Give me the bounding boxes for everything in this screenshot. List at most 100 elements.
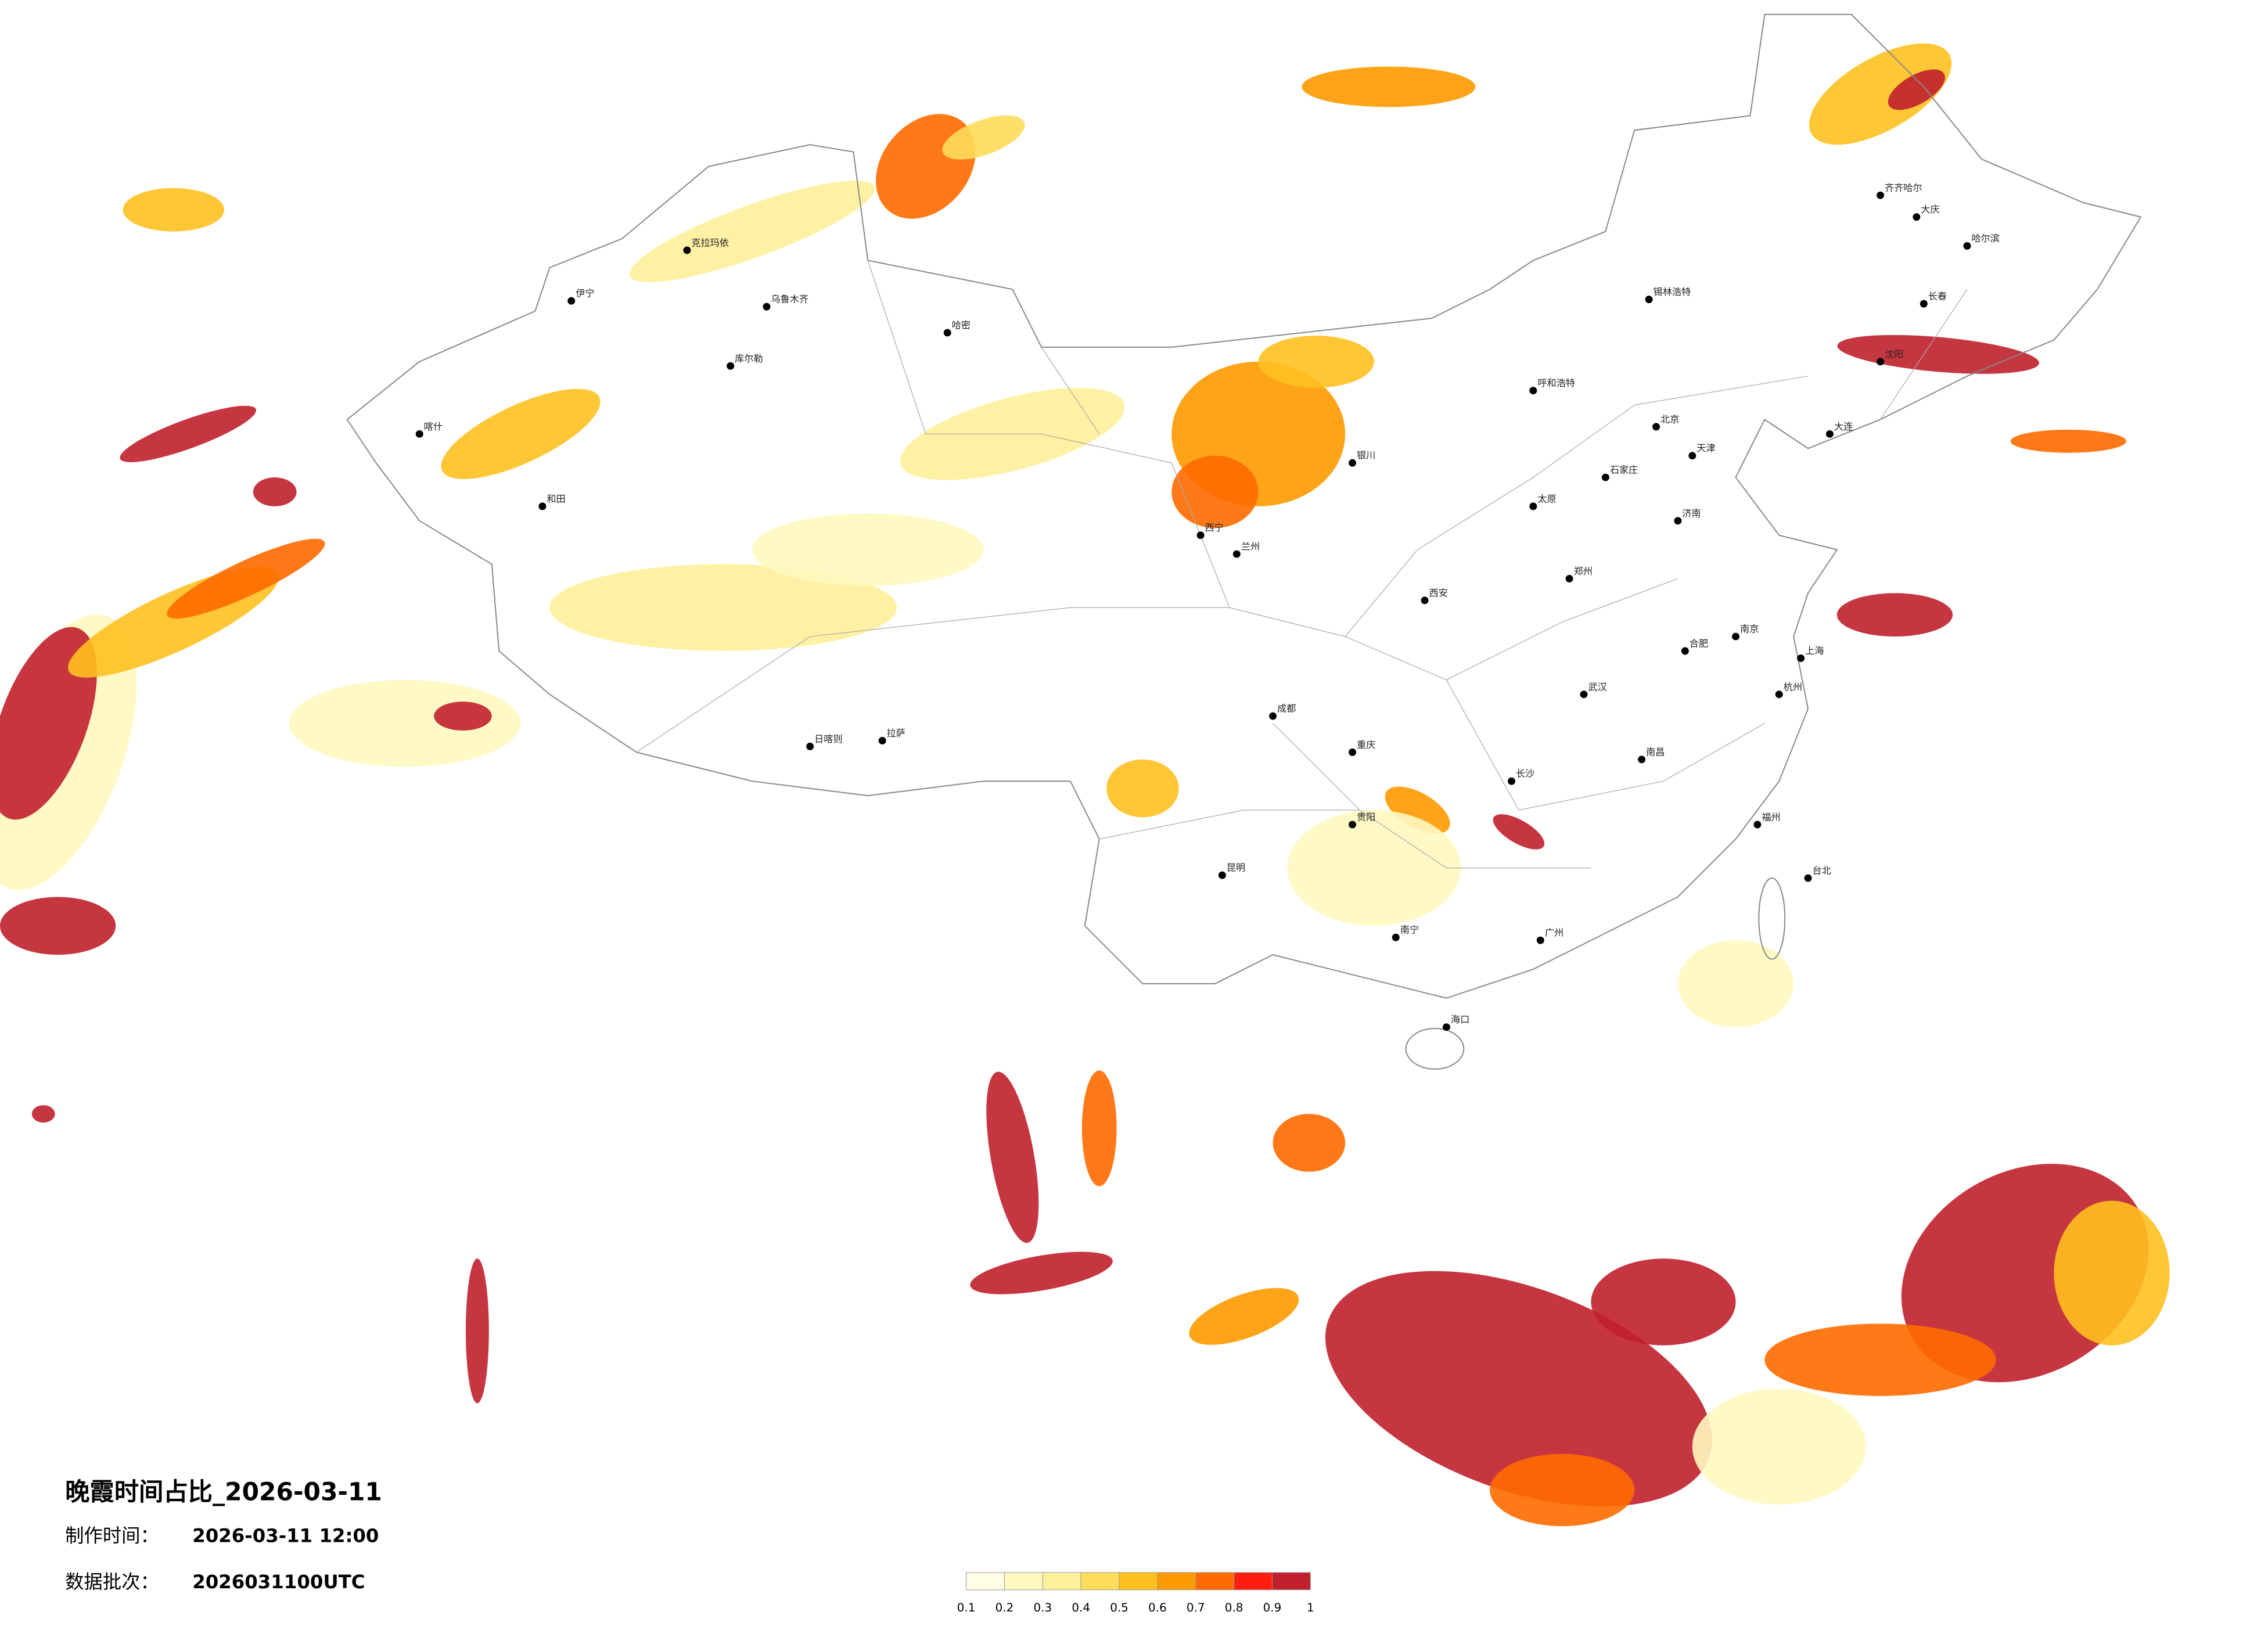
heat-patch <box>1189 1287 1299 1345</box>
city-dot <box>1638 756 1646 764</box>
city-label: 海口 <box>1451 1014 1469 1025</box>
city-dot <box>1913 213 1921 221</box>
colorbar-swatch <box>1119 1572 1158 1591</box>
china-outline <box>346 13 2142 999</box>
city-label: 太原 <box>1537 493 1556 504</box>
heat-patch <box>752 513 984 586</box>
heat-patch <box>434 702 492 731</box>
heat-patch <box>1888 69 1945 110</box>
heat-patch <box>1764 1323 1996 1396</box>
heat-patch <box>1385 786 1450 834</box>
city-dot <box>1775 690 1783 699</box>
city-dot <box>683 246 691 254</box>
city-dot <box>1529 387 1537 395</box>
city-dot <box>1508 777 1515 785</box>
city-dot <box>806 742 814 750</box>
city-label: 呼和浩特 <box>1537 377 1575 388</box>
city-label: 昆明 <box>1227 862 1245 873</box>
city-dot <box>1877 358 1885 366</box>
batch-label: 数据批次： <box>65 1571 159 1593</box>
city-dot <box>1652 423 1660 431</box>
colorbar-swatch <box>1234 1572 1273 1591</box>
heat-patch <box>2010 429 2126 453</box>
city-dot <box>1392 933 1400 941</box>
city-label: 乌鲁木齐 <box>771 294 808 305</box>
city-dot <box>1269 712 1277 720</box>
city-label: 福州 <box>1762 811 1780 822</box>
city-label: 南京 <box>1740 624 1759 635</box>
colorbar-tick-label: 0.8 <box>1225 1601 1243 1614</box>
city-dot <box>1232 550 1241 558</box>
city-label: 合肥 <box>1690 638 1708 649</box>
heat-patch <box>1273 1114 1346 1172</box>
city-label: 兰州 <box>1241 541 1260 552</box>
heat-patch <box>0 627 97 820</box>
city-label: 哈尔滨 <box>1971 233 2000 244</box>
city-label: 北京 <box>1660 413 1679 425</box>
taiwan <box>1758 877 1786 960</box>
colorbar-tick-label: 0.3 <box>1033 1601 1052 1614</box>
colorbar-tick-label: 0.6 <box>1148 1601 1167 1614</box>
heat-patch <box>167 538 325 619</box>
city-label: 齐齐哈尔 <box>1885 182 1922 193</box>
heat-patch <box>1171 455 1259 528</box>
city-label: 大连 <box>1834 421 1853 432</box>
city-dot <box>1442 1023 1450 1031</box>
heat-patch <box>123 188 225 232</box>
city-label: 上海 <box>1805 645 1824 656</box>
time-value: 2026-03-11 12:00 <box>192 1525 379 1547</box>
city-dot <box>1218 871 1226 879</box>
heat-patch <box>1677 940 1794 1027</box>
colorbar-tick-label: 0.4 <box>1072 1601 1090 1614</box>
city-dot <box>763 303 771 311</box>
heat-patch <box>1692 1388 1866 1505</box>
city-label: 库尔勒 <box>735 353 763 364</box>
heat-patch <box>1837 334 2039 374</box>
city-dot <box>1797 654 1805 662</box>
city-label: 广州 <box>1545 927 1563 938</box>
city-label: 武汉 <box>1588 681 1606 692</box>
city-dot <box>1580 690 1588 699</box>
city-label: 西安 <box>1429 587 1448 598</box>
city-label: 杭州 <box>1784 681 1802 692</box>
city-dot <box>1421 596 1429 605</box>
colorbar-tick-label: 0.2 <box>995 1601 1014 1614</box>
colorbar-swatch <box>1157 1572 1196 1591</box>
city-label: 郑州 <box>1574 566 1593 577</box>
city-dot <box>1688 452 1696 460</box>
city-label: 贵阳 <box>1357 811 1375 822</box>
city-label: 哈密 <box>952 319 971 330</box>
city-dot <box>1349 459 1357 467</box>
city-label: 天津 <box>1696 443 1715 454</box>
heat-patch <box>1258 335 1374 388</box>
city-dot <box>1753 821 1762 829</box>
heat-patch <box>120 405 257 462</box>
city-label: 南昌 <box>1646 746 1665 757</box>
city-label: 长沙 <box>1516 768 1534 779</box>
title: 晚霞时间占比_2026-03-11 <box>65 1477 382 1506</box>
city-label: 台北 <box>1813 865 1831 876</box>
city-dot <box>1349 821 1357 829</box>
city-dot <box>727 362 735 370</box>
city-label: 重庆 <box>1357 739 1375 750</box>
batch-value: 2026031100UTC <box>192 1571 365 1593</box>
city-label: 银川 <box>1357 450 1375 461</box>
heat-patch <box>1302 66 1476 107</box>
heat-patch <box>875 114 976 219</box>
city-dot <box>538 502 547 510</box>
heat-patch <box>1081 1070 1117 1186</box>
city-dot <box>1645 296 1653 304</box>
colorbar-tick-label: 0.9 <box>1263 1601 1282 1614</box>
city-label: 西宁 <box>1205 522 1224 533</box>
heat-patch <box>629 181 875 283</box>
heat-patch <box>1106 759 1179 818</box>
city-label: 石家庄 <box>1610 465 1638 476</box>
colorbar-tick-label: 0.7 <box>1187 1601 1205 1614</box>
heat-patch <box>0 897 116 955</box>
city-label: 锡林浩特 <box>1654 286 1691 297</box>
heat-patch <box>465 1258 489 1404</box>
city-label: 喀什 <box>424 421 443 432</box>
heat-patch <box>441 388 601 479</box>
